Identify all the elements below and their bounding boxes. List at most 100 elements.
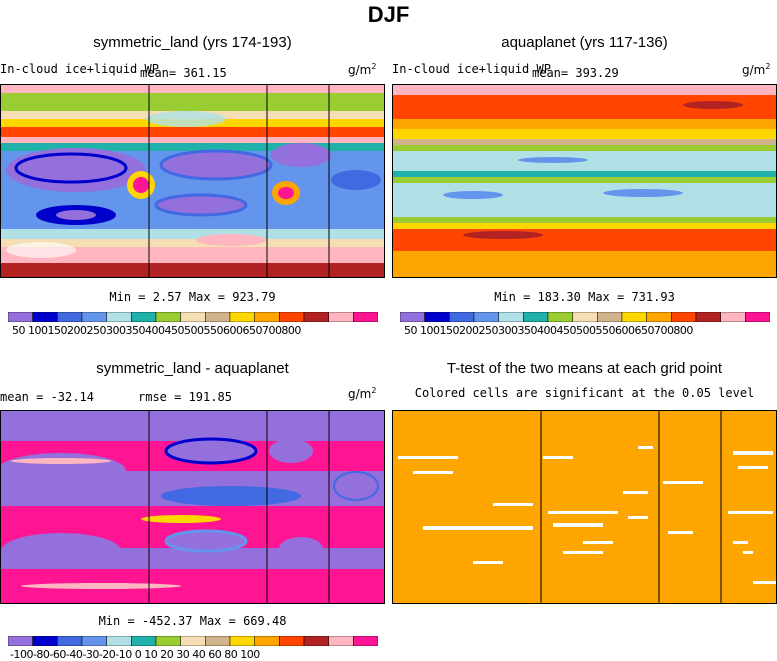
- panel2-title: aquaplanet (yrs 117-136): [501, 34, 668, 51]
- colorbar-swatch: [106, 636, 132, 646]
- p2-band: [393, 223, 776, 229]
- panel3-minmax: Min = -452.37 Max = 669.48: [98, 614, 287, 628]
- panel4-map: [392, 410, 777, 604]
- p3-blob: [333, 471, 379, 501]
- colorbar-swatch: [57, 312, 83, 322]
- colorbar-swatch: [695, 312, 721, 322]
- p2-band: [393, 251, 776, 277]
- colorbar-swatch: [81, 312, 107, 322]
- colorbar-swatch: [498, 312, 524, 322]
- p2-band: [393, 183, 776, 217]
- colorbar-swatch: [303, 636, 329, 646]
- colorbar-swatch: [8, 312, 33, 322]
- p1-blob: [6, 242, 76, 258]
- p1-band: [1, 127, 384, 137]
- p3-blob: [279, 537, 323, 561]
- p1-blob: [331, 170, 381, 190]
- colorbar-swatch: [424, 312, 450, 322]
- p2-band: [393, 85, 776, 95]
- colorbar-swatch: [720, 312, 746, 322]
- panel2-variable-label: In-cloud ice+liquid WP: [392, 62, 551, 76]
- panel1-variable-label: In-cloud ice+liquid WP: [0, 62, 159, 76]
- p1-blob: [271, 143, 331, 167]
- p1-blob: [56, 210, 96, 220]
- colorbar-swatch: [523, 312, 549, 322]
- colorbar-swatch: [205, 312, 231, 322]
- panel3-map: [0, 410, 385, 604]
- p3-blob: [164, 529, 248, 553]
- colorbar-swatch: [328, 312, 354, 322]
- colorbar-swatch: [254, 312, 280, 322]
- panel2-map: [392, 84, 777, 278]
- colorbar-swatch: [81, 636, 107, 646]
- colorbar-swatch: [646, 312, 672, 322]
- colorbar-swatch: [106, 312, 132, 322]
- p4-significant-area: [393, 411, 776, 603]
- figure-title: DJF: [367, 2, 410, 27]
- colorbar-swatch: [400, 312, 425, 322]
- panel3-title: symmetric_land - aquaplanet: [96, 360, 289, 377]
- panel3-rmse: rmse = 191.85: [138, 390, 232, 404]
- colorbar-swatch: [572, 312, 598, 322]
- p2-band: [393, 217, 776, 223]
- p2-band: [393, 171, 776, 177]
- colorbar-swatch: [745, 312, 770, 322]
- colorbar-swatch: [328, 636, 354, 646]
- p1-band: [1, 239, 384, 247]
- p2-blob: [603, 189, 683, 197]
- panel3-units: g/m2: [348, 386, 377, 401]
- colorbar-swatch: [279, 636, 305, 646]
- colorbar-swatch: [32, 312, 58, 322]
- p3-blob: [11, 458, 111, 464]
- colorbar-swatch: [205, 636, 231, 646]
- colorbar-swatch: [155, 636, 181, 646]
- colorbar-swatch: [547, 312, 573, 322]
- colorbar-swatch: [303, 312, 329, 322]
- colorbar-swatch: [131, 312, 157, 322]
- p3-blob: [164, 437, 258, 465]
- p3-blob: [141, 515, 221, 523]
- panel1-mean: mean= 361.15: [140, 66, 227, 80]
- panel1-colorbar: [8, 312, 378, 322]
- colorbar-swatch: [449, 312, 475, 322]
- panel4-title: T-test of the two means at each grid poi…: [446, 360, 723, 377]
- p2-blob: [683, 101, 743, 109]
- p2-band: [393, 139, 776, 145]
- panel2-minmax: Min = 183.30 Max = 731.93: [494, 290, 675, 304]
- p2-band: [393, 229, 776, 251]
- panel2-mean: mean= 393.29: [532, 66, 619, 80]
- colorbar-swatch: [155, 312, 181, 322]
- panel1-minmax: Min = 2.57 Max = 923.79: [109, 290, 276, 304]
- p3-blob: [269, 439, 313, 463]
- panel4-subtitle: Colored cells are significant at the 0.0…: [414, 386, 755, 400]
- p1-band: [1, 247, 384, 263]
- colorbar-swatch: [254, 636, 280, 646]
- colorbar-swatch: [671, 312, 697, 322]
- p2-band: [393, 129, 776, 139]
- colorbar-swatch: [353, 636, 378, 646]
- p1-blob: [133, 177, 149, 193]
- p1-blob: [278, 187, 294, 199]
- colorbar-swatch: [32, 636, 58, 646]
- colorbar-swatch: [473, 312, 499, 322]
- colorbar-swatch: [597, 312, 623, 322]
- p1-band: [1, 137, 384, 143]
- panel1-map: [0, 84, 385, 278]
- p2-blob: [443, 191, 503, 199]
- p1-blob: [14, 152, 128, 184]
- colorbar-swatch: [229, 636, 255, 646]
- panel2-units: g/m2: [742, 62, 771, 77]
- colorbar-swatch: [180, 636, 206, 646]
- p1-band: [1, 85, 384, 93]
- p2-band: [393, 119, 776, 129]
- p1-band: [1, 93, 384, 111]
- p3-blob: [161, 486, 301, 506]
- p3-blob: [1, 533, 121, 569]
- colorbar-swatch: [57, 636, 83, 646]
- panel1-title: symmetric_land (yrs 174-193): [93, 34, 292, 51]
- colorbar-swatch: [131, 636, 157, 646]
- panel2-colorbar: [400, 312, 770, 322]
- p1-blob: [146, 111, 226, 127]
- p1-blob: [154, 193, 248, 217]
- p2-blob: [518, 157, 588, 163]
